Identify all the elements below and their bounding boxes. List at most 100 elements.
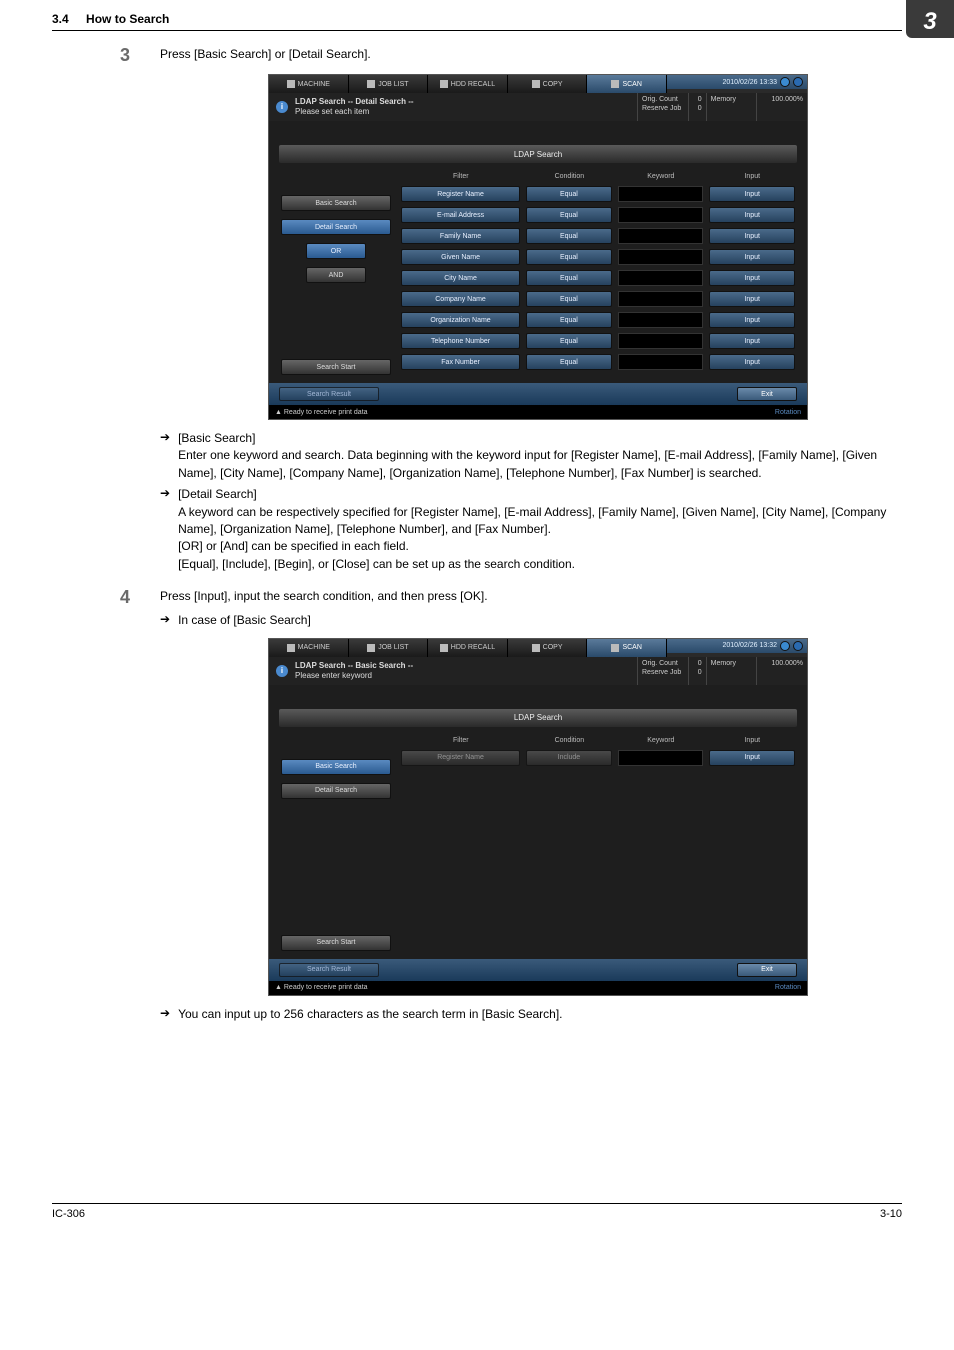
filter-button[interactable]: Telephone Number: [401, 333, 520, 349]
col-filter: Filter: [401, 173, 521, 180]
input-button[interactable]: Input: [709, 228, 795, 244]
col-keyword: Keyword: [618, 173, 703, 180]
filter-button[interactable]: Fax Number: [401, 354, 520, 370]
or-button[interactable]: OR: [306, 243, 367, 259]
rotation-label: Rotation: [775, 984, 801, 991]
info-icon[interactable]: [780, 641, 790, 651]
condition-button[interactable]: Equal: [526, 249, 612, 265]
condition-button[interactable]: Equal: [526, 186, 612, 202]
input-button[interactable]: Input: [709, 312, 795, 328]
arrow-icon: ➔: [160, 430, 170, 482]
filter-button[interactable]: Family Name: [401, 228, 520, 244]
search-start-button[interactable]: Search Start: [281, 935, 391, 951]
filter-button[interactable]: Given Name: [401, 249, 520, 265]
bullet-detail-search: ➔ [Detail Search]A keyword can be respec…: [160, 486, 892, 573]
step-number: 3: [120, 45, 160, 66]
detail-search-button[interactable]: Detail Search: [281, 783, 391, 799]
detail-search-button[interactable]: Detail Search: [281, 219, 391, 235]
tab-hdd[interactable]: HDD RECALL: [428, 75, 508, 93]
datetime: 2010/02/26 13:32: [723, 642, 778, 649]
condition-button[interactable]: Equal: [526, 207, 612, 223]
datetime: 2010/02/26 13:33: [723, 79, 778, 86]
info-icon: i: [275, 664, 289, 678]
chapter-badge: 3: [906, 0, 954, 38]
bullet-in-case: ➔ In case of [Basic Search]: [160, 612, 892, 629]
status-text: ▲ Ready to receive print data: [275, 984, 368, 991]
help-icon[interactable]: [793, 77, 803, 87]
col-condition: Condition: [527, 173, 612, 180]
filter-button[interactable]: Company Name: [401, 291, 520, 307]
tab-scan[interactable]: SCAN: [587, 639, 667, 657]
col-condition: Condition: [527, 737, 612, 744]
condition-button[interactable]: Equal: [526, 354, 612, 370]
exit-button[interactable]: Exit: [737, 963, 797, 977]
filter-button[interactable]: Register Name: [401, 750, 520, 766]
ldap-title: LDAP Search: [279, 709, 797, 727]
tab-joblist[interactable]: JOB LIST: [349, 639, 429, 657]
basic-search-button[interactable]: Basic Search: [281, 195, 391, 211]
condition-button[interactable]: Equal: [526, 333, 612, 349]
step-3: 3 Press [Basic Search] or [Detail Search…: [120, 45, 892, 66]
input-button[interactable]: Input: [709, 207, 795, 223]
input-button[interactable]: Input: [709, 249, 795, 265]
info-sub: Please set each item: [295, 107, 414, 117]
info-title: LDAP Search -- Basic Search --: [295, 661, 413, 671]
condition-button[interactable]: Equal: [526, 291, 612, 307]
tab-copy[interactable]: COPY: [508, 639, 588, 657]
col-keyword: Keyword: [618, 737, 703, 744]
tab-joblist[interactable]: JOB LIST: [349, 75, 429, 93]
condition-button[interactable]: Equal: [526, 312, 612, 328]
footer-right: 3-10: [880, 1208, 902, 1220]
keyword-field[interactable]: [618, 270, 704, 286]
basic-search-button[interactable]: Basic Search: [281, 759, 391, 775]
tab-scan[interactable]: SCAN: [587, 75, 667, 93]
keyword-field[interactable]: [618, 207, 704, 223]
filter-button[interactable]: City Name: [401, 270, 520, 286]
input-button[interactable]: Input: [709, 750, 795, 766]
tab-copy[interactable]: COPY: [508, 75, 588, 93]
condition-button[interactable]: Equal: [526, 228, 612, 244]
rotation-label: Rotation: [775, 409, 801, 416]
and-button[interactable]: AND: [306, 267, 367, 283]
col-input: Input: [710, 737, 795, 744]
input-button[interactable]: Input: [709, 291, 795, 307]
info-icon[interactable]: [780, 77, 790, 87]
footer-left: IC-306: [52, 1208, 85, 1220]
tab-hdd[interactable]: HDD RECALL: [428, 639, 508, 657]
input-button[interactable]: Input: [709, 333, 795, 349]
input-button[interactable]: Input: [709, 270, 795, 286]
help-icon[interactable]: [793, 641, 803, 651]
filter-button[interactable]: Register Name: [401, 186, 520, 202]
keyword-field[interactable]: [618, 333, 704, 349]
section-number: 3.4: [52, 12, 69, 26]
tab-machine[interactable]: MACHINE: [269, 639, 349, 657]
arrow-icon: ➔: [160, 1006, 170, 1023]
info-sub: Please enter keyword: [295, 671, 413, 681]
tab-machine[interactable]: MACHINE: [269, 75, 349, 93]
search-result-button[interactable]: Search Result: [279, 387, 379, 401]
filter-button[interactable]: E-mail Address: [401, 207, 520, 223]
search-result-button[interactable]: Search Result: [279, 963, 379, 977]
input-button[interactable]: Input: [709, 354, 795, 370]
page-footer: IC-306 3-10: [52, 1203, 902, 1220]
keyword-field[interactable]: [618, 186, 704, 202]
keyword-field[interactable]: [618, 249, 704, 265]
keyword-field[interactable]: [618, 291, 704, 307]
keyword-field[interactable]: [618, 228, 704, 244]
arrow-icon: ➔: [160, 612, 170, 629]
col-filter: Filter: [401, 737, 521, 744]
keyword-field[interactable]: [618, 750, 704, 766]
condition-button[interactable]: Include: [526, 750, 612, 766]
input-button[interactable]: Input: [709, 186, 795, 202]
keyword-field[interactable]: [618, 354, 704, 370]
exit-button[interactable]: Exit: [737, 387, 797, 401]
keyword-field[interactable]: [618, 312, 704, 328]
bullet-basic-search: ➔ [Basic Search]Enter one keyword and se…: [160, 430, 892, 482]
search-start-button[interactable]: Search Start: [281, 359, 391, 375]
page-header: 3.4 How to Search: [52, 12, 902, 31]
step-text: Press [Input], input the search conditio…: [160, 587, 892, 608]
info-icon: i: [275, 100, 289, 114]
condition-button[interactable]: Equal: [526, 270, 612, 286]
filter-button[interactable]: Organization Name: [401, 312, 520, 328]
arrow-icon: ➔: [160, 486, 170, 573]
